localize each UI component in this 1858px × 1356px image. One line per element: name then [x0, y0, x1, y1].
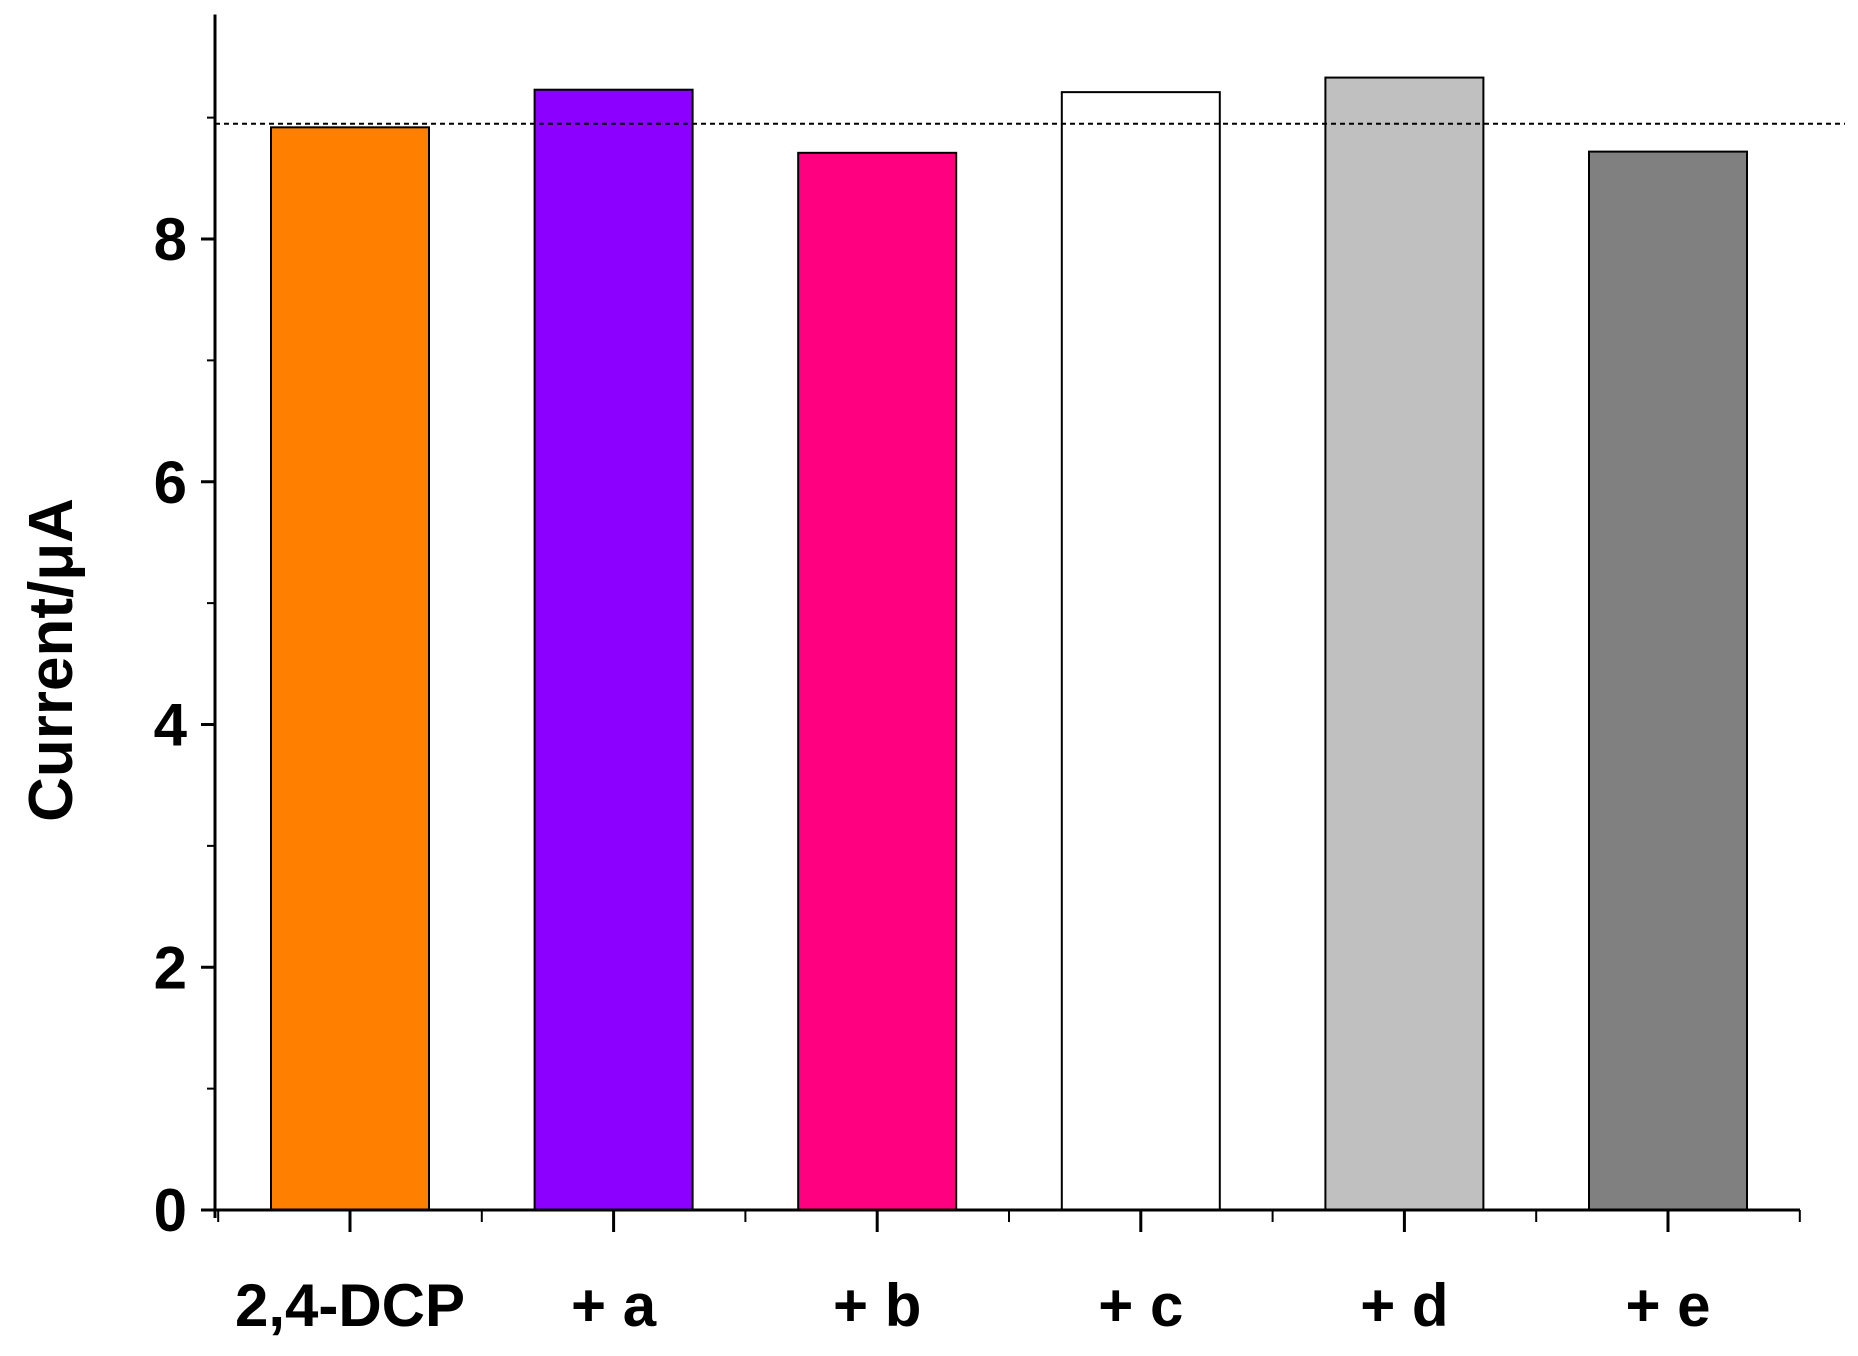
x-tick-label-0: 2,4-DCP [235, 1272, 465, 1339]
y-tick-label-0: 0 [154, 1177, 187, 1244]
y-tick-label-8: 8 [154, 206, 187, 273]
bar-4 [1324, 76, 1485, 1211]
x-tick-label-2: + b [833, 1272, 921, 1339]
axes-group [201, 14, 1845, 1232]
y-tick-label-2: 2 [154, 934, 187, 1001]
labels-group: 0 2 4 6 8 2,4-DCP + a + b + c + d + e [154, 206, 1711, 1339]
bar-0 [270, 126, 430, 1212]
y-axis-title: Current/μA [17, 498, 86, 822]
bar-1 [533, 88, 694, 1212]
x-tick-label-5: + e [1625, 1272, 1710, 1339]
x-tick-label-1: + a [571, 1272, 657, 1339]
bar-2 [797, 151, 958, 1212]
bar-5 [1588, 150, 1748, 1212]
bar-3 [1060, 91, 1221, 1212]
y-tick-label-6: 6 [154, 449, 187, 516]
bars-group [270, 76, 1748, 1212]
y-tick-label-4: 4 [154, 692, 188, 759]
x-tick-label-3: + c [1098, 1272, 1183, 1339]
x-tick-label-4: + d [1360, 1272, 1448, 1339]
